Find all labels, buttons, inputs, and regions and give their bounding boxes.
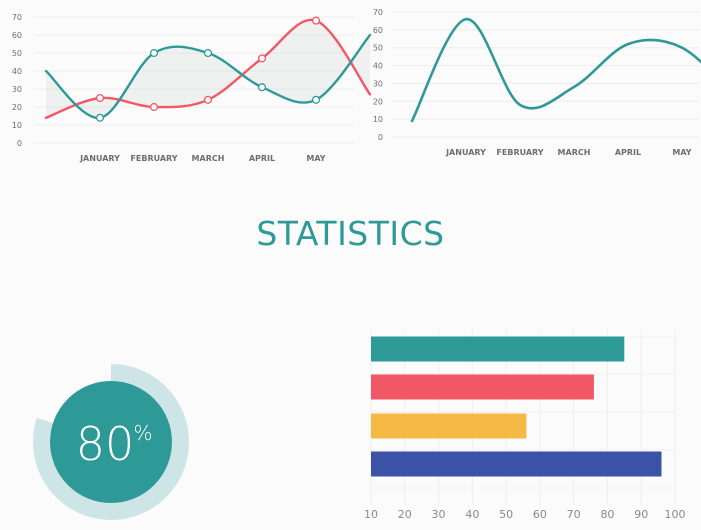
data-point: [149, 48, 159, 58]
data-point: [95, 93, 105, 103]
x-tick-label: MAY: [306, 154, 325, 163]
y-tick-label: 0: [17, 139, 22, 148]
area-between-series: [46, 19, 370, 118]
x-tick-label: 20: [398, 508, 412, 521]
x-tick-label: 60: [533, 508, 547, 521]
x-tick-label: APRIL: [615, 148, 641, 157]
y-tick-label: 20: [373, 97, 383, 106]
donut-chart: 80%: [33, 364, 189, 520]
page-title: STATISTICS: [256, 214, 445, 253]
bar: [371, 374, 594, 400]
x-tick-label: 90: [634, 508, 648, 521]
progress-arc: [33, 364, 189, 520]
x-tick-label: JANUARY: [445, 148, 486, 157]
data-point: [203, 48, 213, 58]
y-tick-label: 40: [12, 67, 22, 76]
y-tick-label: 40: [373, 62, 383, 71]
y-tick-label: 70: [12, 13, 22, 22]
y-tick-label: 10: [12, 121, 22, 130]
x-tick-label: MAY: [672, 148, 691, 157]
data-point: [311, 95, 321, 104]
x-tick-label: 80: [600, 508, 614, 521]
data-point: [311, 16, 321, 25]
data-point: [203, 95, 213, 104]
y-tick-label: 30: [12, 85, 22, 94]
donut-center: [50, 381, 172, 503]
progress-value: 80: [76, 417, 135, 471]
data-point: [257, 83, 267, 92]
y-tick-label: 50: [12, 49, 22, 58]
x-tick-label: 70: [567, 508, 581, 521]
series-line: [410, 17, 701, 123]
data-point: [257, 54, 267, 63]
data-point: [149, 102, 159, 112]
y-tick-label: 10: [373, 115, 383, 124]
x-tick-label: MARCH: [192, 154, 225, 163]
x-tick-label: APRIL: [249, 154, 275, 163]
line-chart-1: 0 10 20 30 40 50 60 70 JANUARY FEBRUARY MARCH APRIL…: [12, 13, 372, 163]
data-point: [95, 113, 105, 122]
y-tick-label: 30: [373, 79, 383, 88]
y-tick-label: 0: [378, 133, 383, 142]
x-tick-label: JANUARY: [79, 154, 120, 163]
x-tick-label: FEBRUARY: [130, 154, 177, 163]
bar: [371, 336, 625, 362]
x-tick-label: 40: [465, 508, 479, 521]
x-tick-label: FEBRUARY: [496, 148, 543, 157]
x-tick-label: 50: [499, 508, 513, 521]
y-tick-label: 50: [373, 44, 383, 53]
x-tick-label: 100: [665, 508, 686, 521]
y-tick-label: 70: [373, 8, 383, 17]
y-tick-label: 20: [12, 103, 22, 112]
bar: [371, 413, 527, 439]
progress-unit: %: [133, 421, 152, 445]
x-tick-label: 10: [364, 508, 378, 521]
bar: [371, 451, 662, 477]
x-tick-label: MARCH: [558, 148, 591, 157]
y-tick-label: 60: [12, 31, 22, 40]
y-tick-label: 60: [373, 26, 383, 35]
bar-chart: 10 20 30 40 50 60 70 80 90 100: [364, 330, 686, 521]
line-chart-2: 0 10 20 30 40 50 60 70 JANUARY FEBRUARY MARCH APRIL…: [373, 8, 701, 157]
x-tick-label: 30: [432, 508, 446, 521]
